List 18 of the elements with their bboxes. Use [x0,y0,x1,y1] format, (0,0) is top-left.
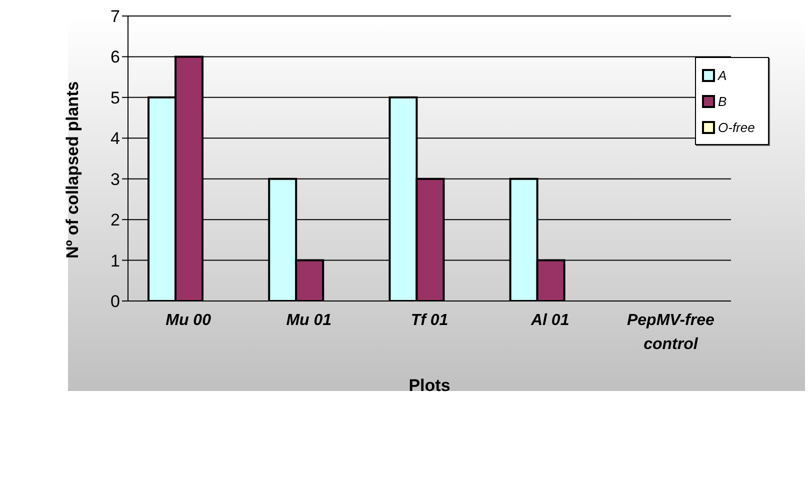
y-tick-label: 0 [110,292,120,312]
x-tick-label: Tf 01 [410,312,448,329]
y-tick-label: 4 [110,129,120,148]
legend-label: B [717,92,728,110]
x-axis-title: Plots [408,376,450,395]
x-tick-label: PepMV-free control [626,312,715,353]
y-tick-label: 1 [110,251,120,270]
y-tick-label: 7 [110,7,120,26]
x-tick-label: Al 01 [530,312,570,329]
legend-label: O-free [717,118,756,136]
y-tick-label: 2 [110,210,120,230]
y-tick-label: 5 [110,88,120,108]
y-tick-label: 6 [110,48,120,67]
x-tick-label: Mu 01 [286,312,332,329]
x-tick-label: Mu 00 [166,312,212,329]
y-axis-title: Nº of collapsed plants [63,81,82,258]
legend-label: A [716,66,728,84]
y-tick-label: 3 [110,170,120,189]
